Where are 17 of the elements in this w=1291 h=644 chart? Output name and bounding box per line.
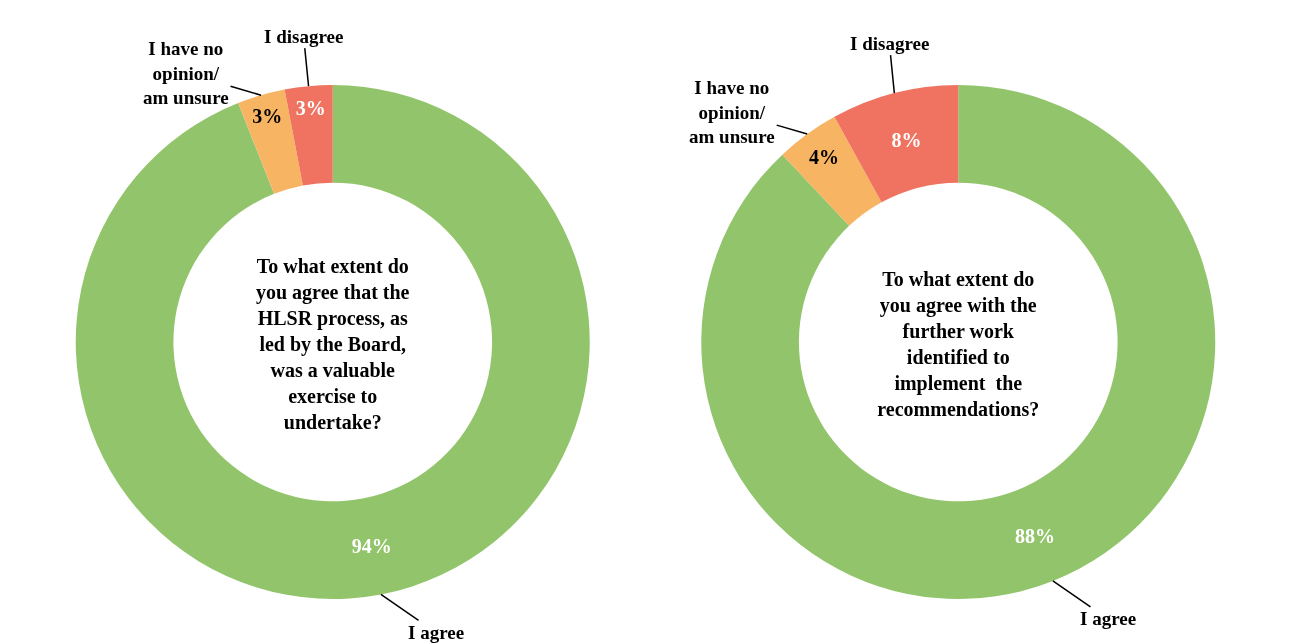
data-label: 3% [295,97,326,120]
data-label: 8% [891,129,922,152]
slice-label: I have no opinion/ am unsure [689,77,775,148]
donut-slice [782,116,882,226]
slice-label: I disagree [264,26,344,47]
donut-slice [75,85,590,599]
slice-label: I have no opinion/ am unsure [143,38,229,109]
data-label: 88% [1014,524,1055,547]
slice-label: I disagree [850,33,930,54]
donut-slice [284,85,333,186]
slice-label: I agree [1080,608,1137,629]
text: To what extent do you agree with the further work identified to implement the recommendations? [877,268,1040,420]
data-label: 4% [809,146,840,169]
data-label: 3% [252,105,283,128]
slice-label: I agree [408,622,465,643]
data-label: 94% [351,535,392,558]
text: To what extent do you agree that the HLSR process, as led by the Board, was a valuable exercise to undertake? [256,255,410,433]
